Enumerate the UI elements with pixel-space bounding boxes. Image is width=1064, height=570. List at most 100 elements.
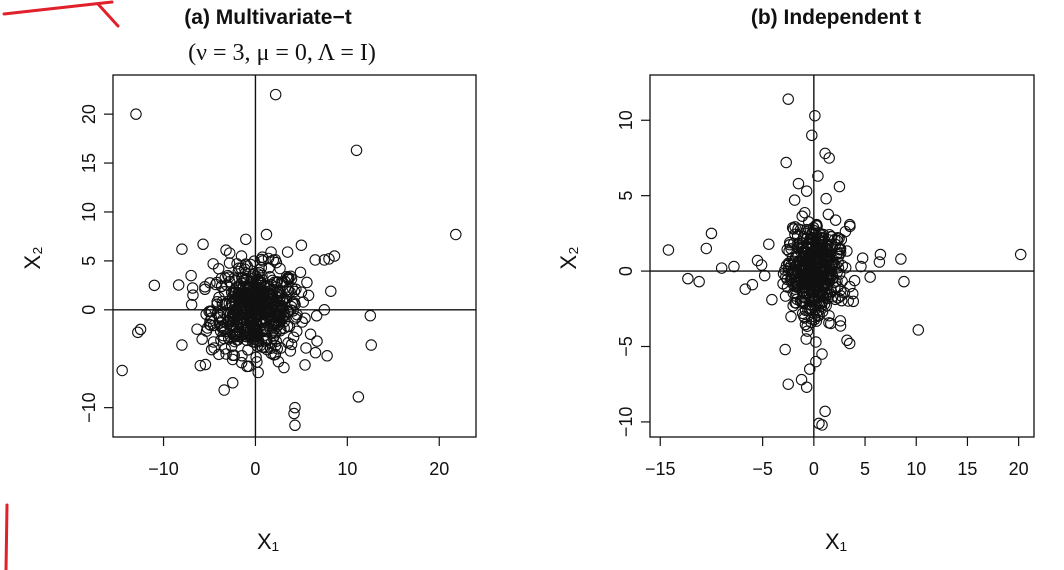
data-point xyxy=(288,407,300,420)
data-point xyxy=(786,221,799,234)
data-point xyxy=(815,300,828,312)
data-point xyxy=(832,256,844,269)
data-point xyxy=(196,333,208,345)
data-point xyxy=(834,244,846,256)
data-point xyxy=(232,265,245,278)
data-point xyxy=(350,144,363,157)
data-point xyxy=(250,293,262,306)
data-point xyxy=(864,271,876,283)
data-point xyxy=(236,350,248,362)
data-point xyxy=(782,93,794,105)
plot-frame xyxy=(112,74,477,438)
data-point xyxy=(758,269,771,282)
data-point xyxy=(328,250,341,262)
data-point xyxy=(662,244,675,256)
x-tick-label: 10 xyxy=(337,459,357,479)
plot-frame xyxy=(649,74,1035,438)
data-point xyxy=(782,378,794,390)
data-point xyxy=(873,256,886,268)
y-axis-label: X₂ xyxy=(556,246,581,269)
data-point xyxy=(239,258,252,270)
data-point xyxy=(796,210,808,222)
data-point xyxy=(256,251,269,263)
data-point xyxy=(259,280,272,292)
data-point xyxy=(811,275,823,288)
x-axis-label: X₁ xyxy=(825,529,847,554)
data-point xyxy=(234,287,247,300)
data-point xyxy=(833,180,846,193)
data-point xyxy=(751,254,764,267)
data-point xyxy=(812,170,824,182)
data-point xyxy=(225,313,237,325)
data-point xyxy=(323,253,335,265)
data-point xyxy=(823,152,835,164)
data-point xyxy=(242,282,255,294)
data-point xyxy=(228,349,240,362)
data-point xyxy=(780,156,792,169)
data-point xyxy=(779,290,792,302)
data-point xyxy=(130,108,142,120)
data-point xyxy=(207,319,220,332)
data-point xyxy=(810,336,822,348)
data-point xyxy=(829,214,842,226)
data-point xyxy=(208,342,220,354)
data-point xyxy=(301,276,313,289)
data-point xyxy=(269,88,282,101)
data-point xyxy=(290,283,302,296)
x-tick-label: 0 xyxy=(250,459,260,479)
y-tick-label: 20 xyxy=(79,104,99,124)
data-point xyxy=(207,336,220,348)
data-point xyxy=(287,331,300,343)
data-point xyxy=(318,254,331,266)
data-point xyxy=(682,272,694,285)
data-point xyxy=(219,272,231,284)
data-point xyxy=(266,274,279,287)
panel-multivariate-t: (a) Multivariate−t (ν = 3, μ = 0, Λ = I)… xyxy=(20,6,477,554)
data-point xyxy=(297,296,309,308)
data-point xyxy=(806,227,819,239)
data-point xyxy=(818,252,831,265)
data-point xyxy=(289,419,301,432)
data-point xyxy=(220,244,232,256)
data-point xyxy=(274,262,286,275)
data-point xyxy=(191,323,203,335)
data-point xyxy=(693,275,705,288)
data-point xyxy=(220,297,232,310)
data-point xyxy=(856,252,869,264)
data-point xyxy=(236,312,248,324)
x-tick-label: 20 xyxy=(429,459,449,479)
data-point xyxy=(787,223,800,235)
y-tick-label: 0 xyxy=(79,305,99,315)
y-tick-label: 15 xyxy=(79,153,99,173)
data-point xyxy=(233,289,245,302)
y-tick-label: −10 xyxy=(79,392,99,423)
data-point xyxy=(715,262,728,274)
data-point xyxy=(231,334,243,346)
data-point xyxy=(264,303,276,315)
data-point xyxy=(280,270,293,283)
data-point xyxy=(271,342,284,355)
data-point xyxy=(226,377,239,389)
x-tick-label: 15 xyxy=(957,459,977,479)
data-point xyxy=(450,228,462,241)
data-point xyxy=(800,381,813,393)
data-point xyxy=(309,254,321,266)
plot-area-b xyxy=(662,93,1027,431)
y-tick-label: −10 xyxy=(616,407,636,438)
data-point xyxy=(268,349,280,361)
data-point xyxy=(796,286,809,298)
data-point xyxy=(270,335,283,348)
data-point xyxy=(260,228,273,241)
data-point xyxy=(218,384,230,396)
y-tick-label: 10 xyxy=(79,202,99,222)
data-point xyxy=(802,252,814,265)
chart-title: (a) Multivariate−t xyxy=(184,6,351,29)
data-point xyxy=(800,223,813,236)
data-point xyxy=(789,276,802,289)
data-point xyxy=(259,341,271,354)
data-point xyxy=(217,314,229,326)
data-point xyxy=(842,295,855,307)
data-point xyxy=(822,208,835,221)
red-annotation-mark-bottom xyxy=(4,503,9,570)
